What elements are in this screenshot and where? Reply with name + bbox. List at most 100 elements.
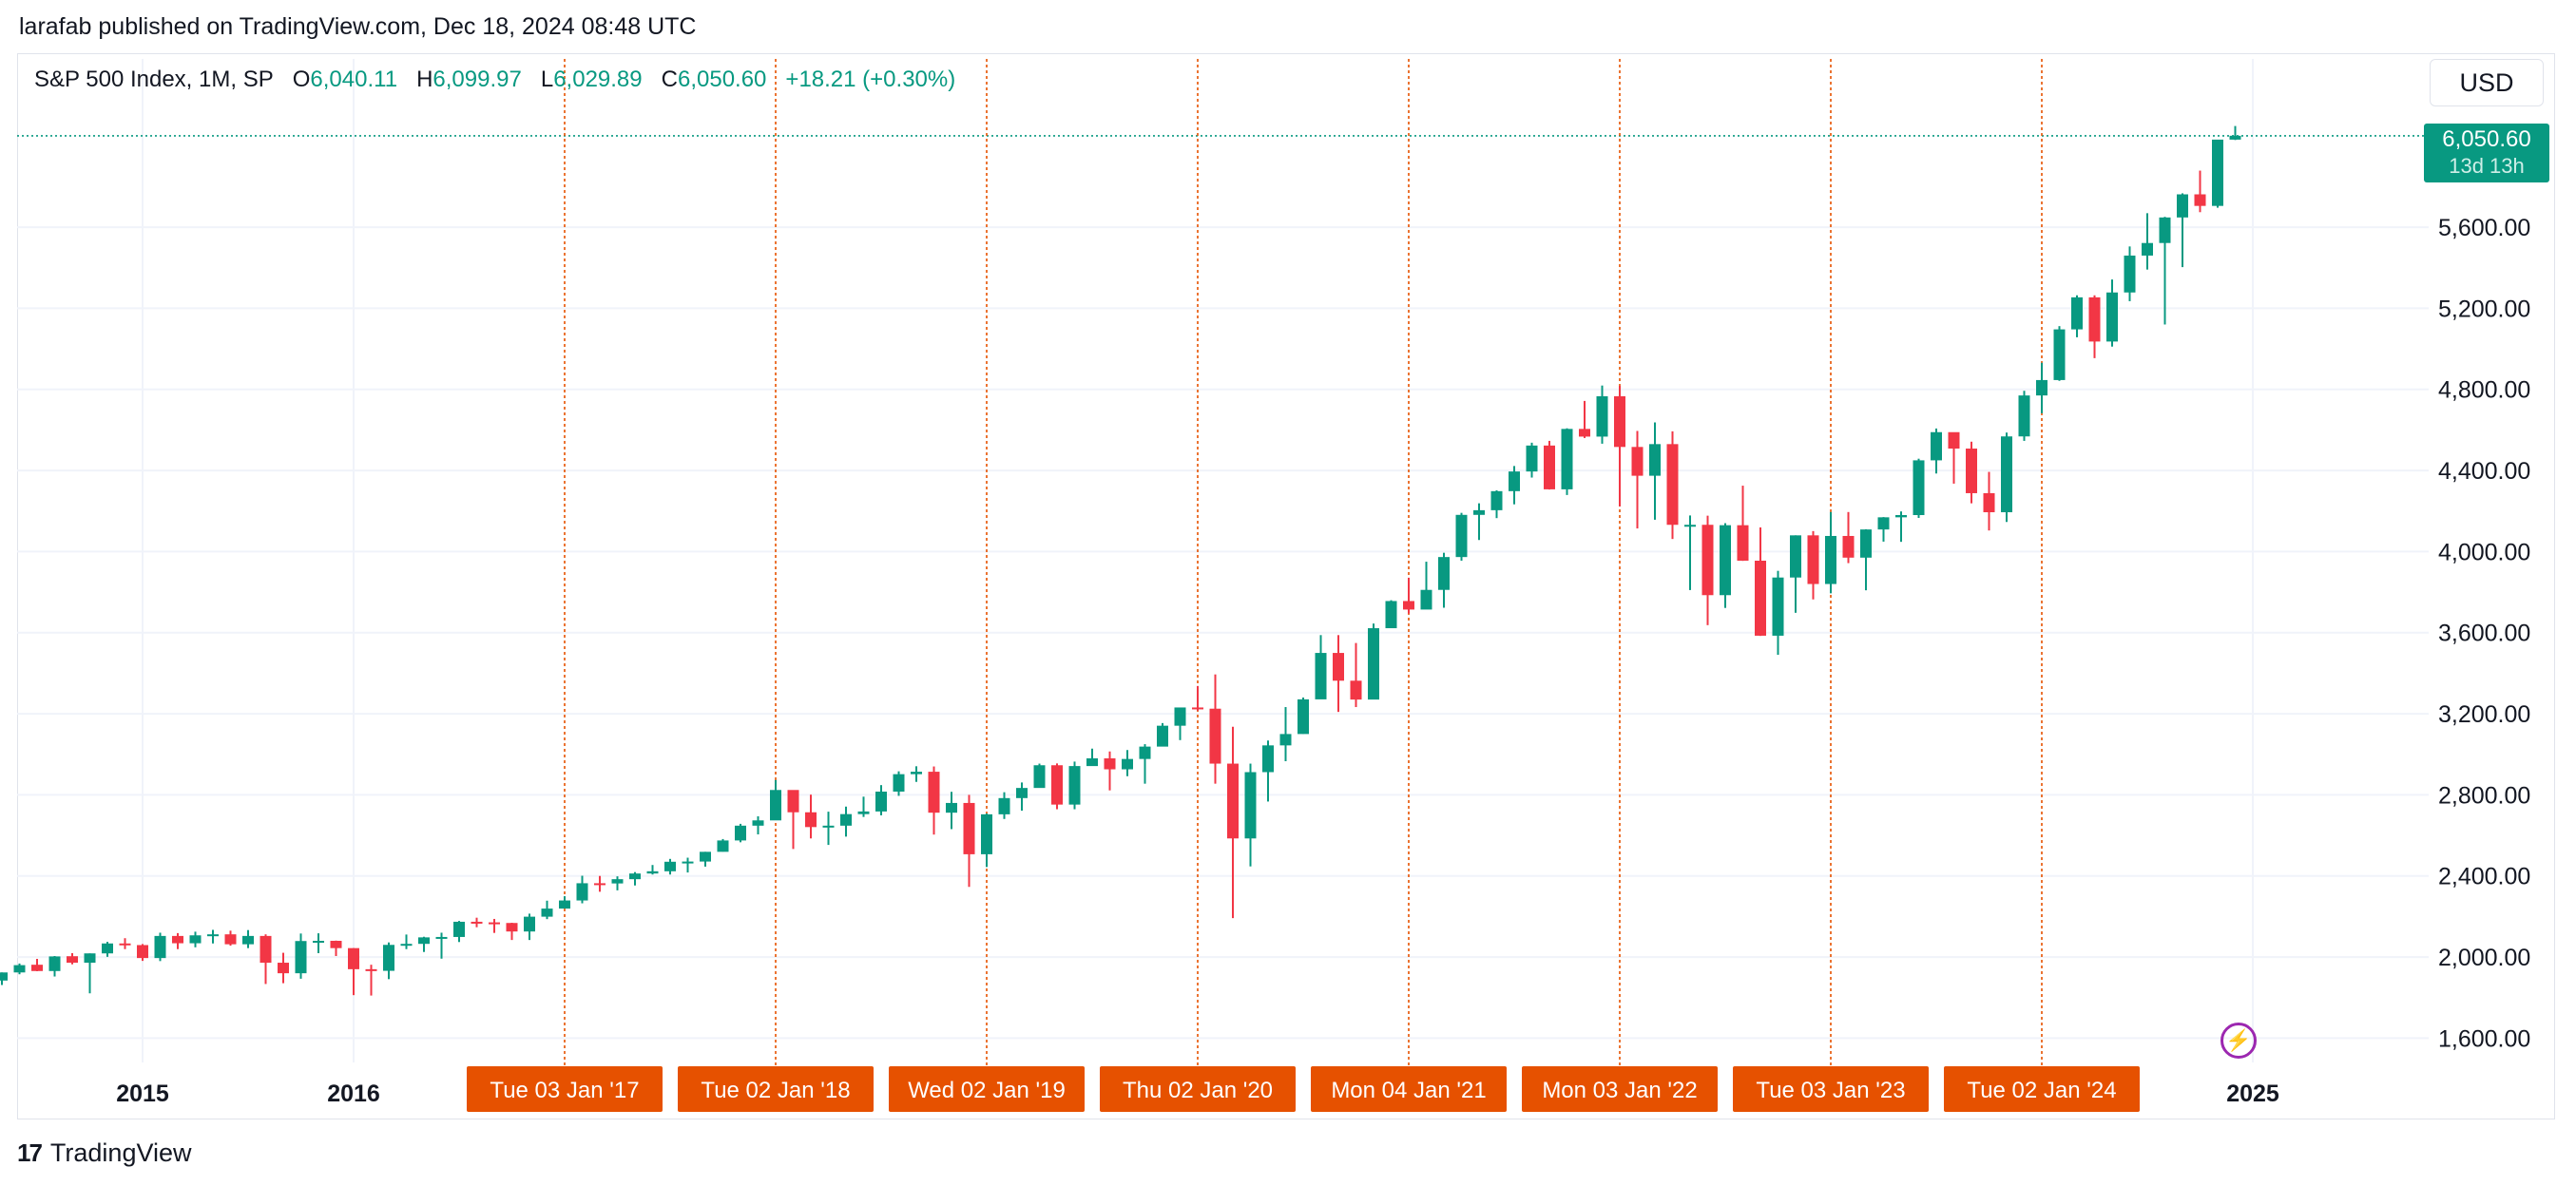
- candle-body: [31, 965, 43, 971]
- candle-body: [2229, 135, 2241, 140]
- candle-body: [524, 916, 535, 932]
- candle-body: [2159, 217, 2171, 243]
- candle-body: [383, 945, 394, 971]
- date-marker-label: Mon 04 Jan '21: [1331, 1078, 1486, 1103]
- date-marker-box: [467, 1066, 663, 1112]
- price-tick-label: 3,200.00: [2438, 701, 2530, 728]
- candle-body: [770, 790, 781, 821]
- candle-body: [857, 811, 870, 814]
- candle-body: [1068, 766, 1081, 805]
- symbol-legend[interactable]: S&P 500 Index, 1M, SP O6,040.11 H6,099.9…: [34, 67, 955, 93]
- candle-body: [313, 941, 324, 943]
- candle-body: [629, 873, 641, 880]
- candle-body: [489, 922, 500, 925]
- candle-body: [875, 791, 887, 812]
- price-tick-label: 2,000.00: [2438, 945, 2530, 971]
- date-marker-box: [1311, 1066, 1507, 1112]
- date-marker-box: [1100, 1066, 1296, 1112]
- candle-body: [1473, 509, 1485, 515]
- year-tick-label: 2025: [2226, 1081, 2279, 1107]
- year-tick-label: 2015: [116, 1081, 169, 1107]
- bar-countdown: 13d 13h: [2449, 154, 2525, 178]
- date-marker-box: [678, 1066, 874, 1112]
- candle-body: [1860, 529, 1872, 558]
- candle-body: [664, 861, 676, 871]
- date-marker-label: Tue 02 Jan '24: [1967, 1078, 2116, 1103]
- year-tick-label: 2016: [327, 1081, 380, 1107]
- published-info: larafab published on TradingView.com, De…: [19, 13, 697, 40]
- price-tick-label: 3,600.00: [2438, 621, 2530, 647]
- candle-body: [1227, 763, 1239, 839]
- candle-body: [1666, 444, 1679, 526]
- brand-name: TradingView: [49, 1138, 192, 1167]
- candle-body: [735, 825, 746, 841]
- candle-body: [1596, 395, 1608, 437]
- date-marker-box: [889, 1066, 1085, 1112]
- last-price-value: 6,050.60: [2442, 126, 2531, 152]
- date-marker-label: Tue 02 Jan '18: [701, 1078, 850, 1103]
- tradingview-logo-icon: 17: [17, 1138, 43, 1167]
- candle-body: [453, 921, 465, 937]
- candle-body: [840, 813, 852, 826]
- candle-body: [1755, 561, 1766, 636]
- chart-pane[interactable]: [17, 53, 2555, 1119]
- candle-body: [1298, 698, 1309, 735]
- candle-body: [717, 840, 729, 852]
- price-axis: 1,600.00 2,000.00 2,400.00 2,800.00 3,200.00…: [2438, 215, 2530, 1052]
- candle-body: [137, 945, 148, 959]
- candle-body: [0, 972, 8, 981]
- candle-body: [260, 935, 272, 964]
- candle-body: [998, 797, 1010, 814]
- price-tick-label: 5,600.00: [2438, 215, 2530, 241]
- candle-body: [1895, 515, 1907, 518]
- candle-body: [1122, 758, 1133, 770]
- currency-selector[interactable]: USD: [2430, 59, 2544, 106]
- candle-body: [67, 956, 78, 964]
- candle-body: [1948, 431, 1960, 450]
- candle-body: [1579, 429, 1590, 437]
- date-marker-label: Mon 03 Jan '22: [1542, 1078, 1697, 1103]
- candle-body: [506, 923, 518, 932]
- candle-body: [1209, 708, 1221, 764]
- candle-body: [576, 883, 588, 901]
- candle-body: [2106, 292, 2118, 342]
- candle-body: [1157, 725, 1168, 747]
- date-marker-box: [1944, 1066, 2140, 1112]
- open-value: 6,040.11: [310, 67, 398, 92]
- candle-body: [330, 941, 342, 948]
- price-tick-label: 4,000.00: [2438, 539, 2530, 565]
- candle-body: [1104, 758, 1116, 770]
- candle-body: [1279, 734, 1292, 746]
- candle-body: [154, 935, 166, 959]
- candle-body: [1649, 444, 1661, 476]
- candle-body: [2053, 329, 2066, 380]
- candle-body: [805, 812, 817, 828]
- candle-body: [400, 944, 413, 947]
- candle-body: [278, 963, 289, 974]
- tradingview-branding[interactable]: 17 TradingView: [17, 1138, 192, 1168]
- candle-body: [1684, 525, 1696, 527]
- lightning-icon[interactable]: ⚡: [2220, 1023, 2257, 1059]
- candle-body: [102, 943, 113, 954]
- candle-body: [2177, 194, 2188, 218]
- candle-body: [1544, 445, 1555, 489]
- candle-body: [1403, 601, 1414, 610]
- candle-body: [1315, 653, 1327, 699]
- date-marker-label: Tue 03 Jan '17: [490, 1078, 639, 1103]
- date-marker-label: Thu 02 Jan '20: [1123, 1078, 1273, 1103]
- candle-body: [911, 772, 922, 775]
- last-price-badge: 6,050.60 13d 13h: [2424, 124, 2549, 182]
- candle-body: [295, 941, 307, 974]
- candle-body: [471, 921, 483, 924]
- symbol-title: S&P 500 Index, 1M, SP: [34, 67, 274, 92]
- price-tick-label: 4,400.00: [2438, 458, 2530, 485]
- candle-body: [1174, 707, 1186, 726]
- time-axis: 2015 2016 2025: [116, 1081, 2279, 1107]
- candle-body: [1455, 514, 1468, 558]
- candle-body: [2018, 395, 2030, 437]
- price-tick-label: 4,800.00: [2438, 377, 2530, 404]
- candle-body: [1790, 535, 1801, 578]
- candle-body: [1333, 653, 1344, 681]
- candle-body: [2194, 194, 2206, 206]
